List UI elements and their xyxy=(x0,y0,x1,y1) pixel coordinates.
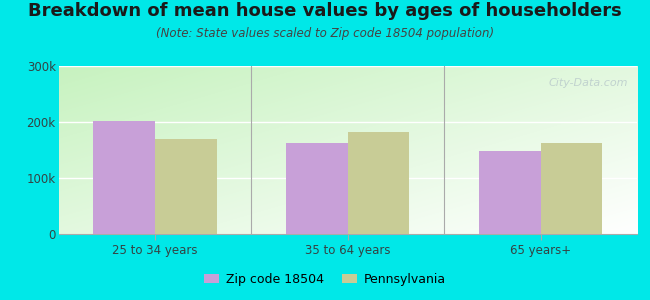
Bar xyxy=(155,139,216,234)
Text: Breakdown of mean house values by ages of householders: Breakdown of mean house values by ages o… xyxy=(28,2,622,20)
Legend: Zip code 18504, Pennsylvania: Zip code 18504, Pennsylvania xyxy=(200,268,450,291)
Bar xyxy=(479,151,541,234)
Bar xyxy=(93,121,155,234)
Bar xyxy=(348,132,410,234)
Bar xyxy=(541,143,603,234)
Bar xyxy=(286,143,348,234)
Text: (Note: State values scaled to Zip code 18504 population): (Note: State values scaled to Zip code 1… xyxy=(156,27,494,40)
Text: City-Data.com: City-Data.com xyxy=(549,78,629,88)
